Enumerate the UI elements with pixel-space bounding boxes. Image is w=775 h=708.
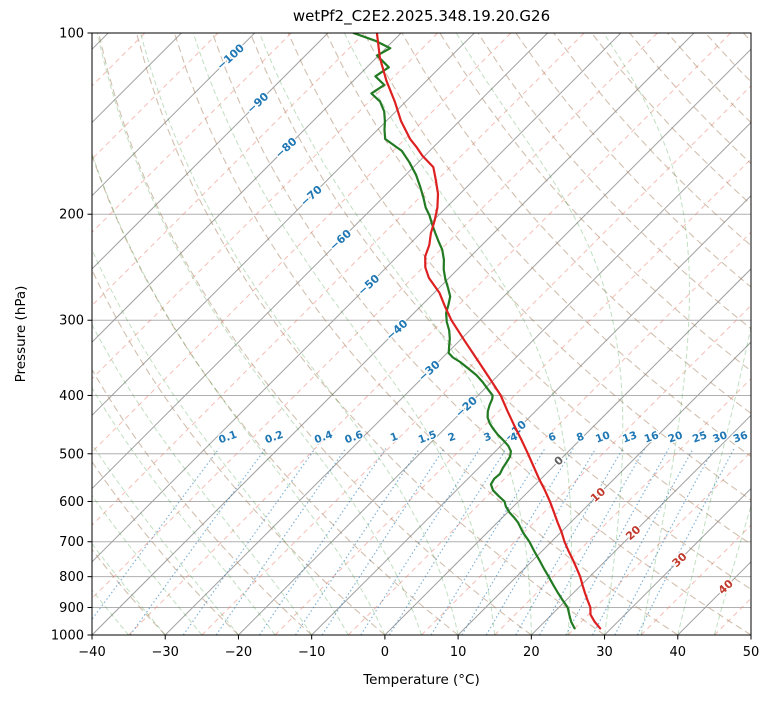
- svg-text:25: 25: [691, 429, 709, 445]
- svg-text:600: 600: [59, 495, 84, 510]
- mixing-ratio-lines: [92, 448, 735, 635]
- svg-text:30: 30: [711, 429, 729, 445]
- svg-text:−10: −10: [298, 645, 325, 660]
- svg-text:0.1: 0.1: [217, 429, 239, 447]
- mixing-ratio-labels: 0.1 0.2 0.4 0.6 1 1.5 2 3 4 6 8 10 13 16 20 25 30 36: [216, 427, 751, 447]
- svg-text:0.4: 0.4: [313, 429, 335, 447]
- svg-text:6: 6: [547, 431, 558, 445]
- svg-text:0.6: 0.6: [343, 429, 365, 447]
- svg-text:1.5: 1.5: [417, 429, 439, 447]
- svg-text:2: 2: [446, 431, 457, 445]
- chart-title: wetPf2_C2E2.2025.348.19.20.G26: [292, 7, 551, 25]
- svg-text:200: 200: [59, 208, 84, 223]
- y-axis-ticks: 100 200 300 400 500 600 700 800 900 1000: [51, 27, 92, 644]
- svg-text:20: 20: [667, 429, 685, 445]
- svg-text:3: 3: [482, 431, 493, 445]
- x-axis-label: Temperature (°C): [363, 672, 480, 688]
- svg-text:1000: 1000: [51, 629, 84, 644]
- svg-text:1: 1: [389, 431, 400, 445]
- plot-border: [91, 32, 752, 636]
- svg-text:40: 40: [670, 645, 687, 660]
- svg-text:900: 900: [59, 601, 84, 616]
- svg-text:8: 8: [575, 431, 586, 445]
- svg-text:10: 10: [450, 645, 467, 660]
- svg-text:0: 0: [381, 645, 389, 660]
- x-axis-ticks: −40 −30 −20 −10 0 10 20 30 40 50: [78, 635, 759, 660]
- svg-text:16: 16: [643, 429, 661, 445]
- y-axis-label: Pressure (hPa): [13, 285, 29, 383]
- svg-text:100: 100: [59, 27, 84, 42]
- svg-text:30: 30: [596, 645, 613, 660]
- svg-text:500: 500: [59, 447, 84, 462]
- svg-text:−20: −20: [225, 645, 252, 660]
- svg-text:700: 700: [59, 535, 84, 550]
- svg-text:0.2: 0.2: [263, 429, 285, 447]
- svg-text:400: 400: [59, 389, 84, 404]
- dry-adiabats: [92, 33, 751, 635]
- temperature-curve: [375, 33, 602, 630]
- svg-text:300: 300: [59, 314, 84, 329]
- svg-text:10: 10: [594, 429, 612, 445]
- svg-text:50: 50: [743, 645, 760, 660]
- dewpoint-curve: [352, 33, 576, 630]
- svg-text:20: 20: [523, 645, 540, 660]
- svg-text:13: 13: [621, 429, 639, 445]
- moist-adiabats: [92, 33, 751, 635]
- svg-text:−100: −100: [214, 41, 247, 72]
- isotherms-major: [92, 33, 751, 635]
- svg-text:800: 800: [59, 570, 84, 585]
- svg-text:−30: −30: [152, 645, 179, 660]
- svg-text:−40: −40: [78, 645, 105, 660]
